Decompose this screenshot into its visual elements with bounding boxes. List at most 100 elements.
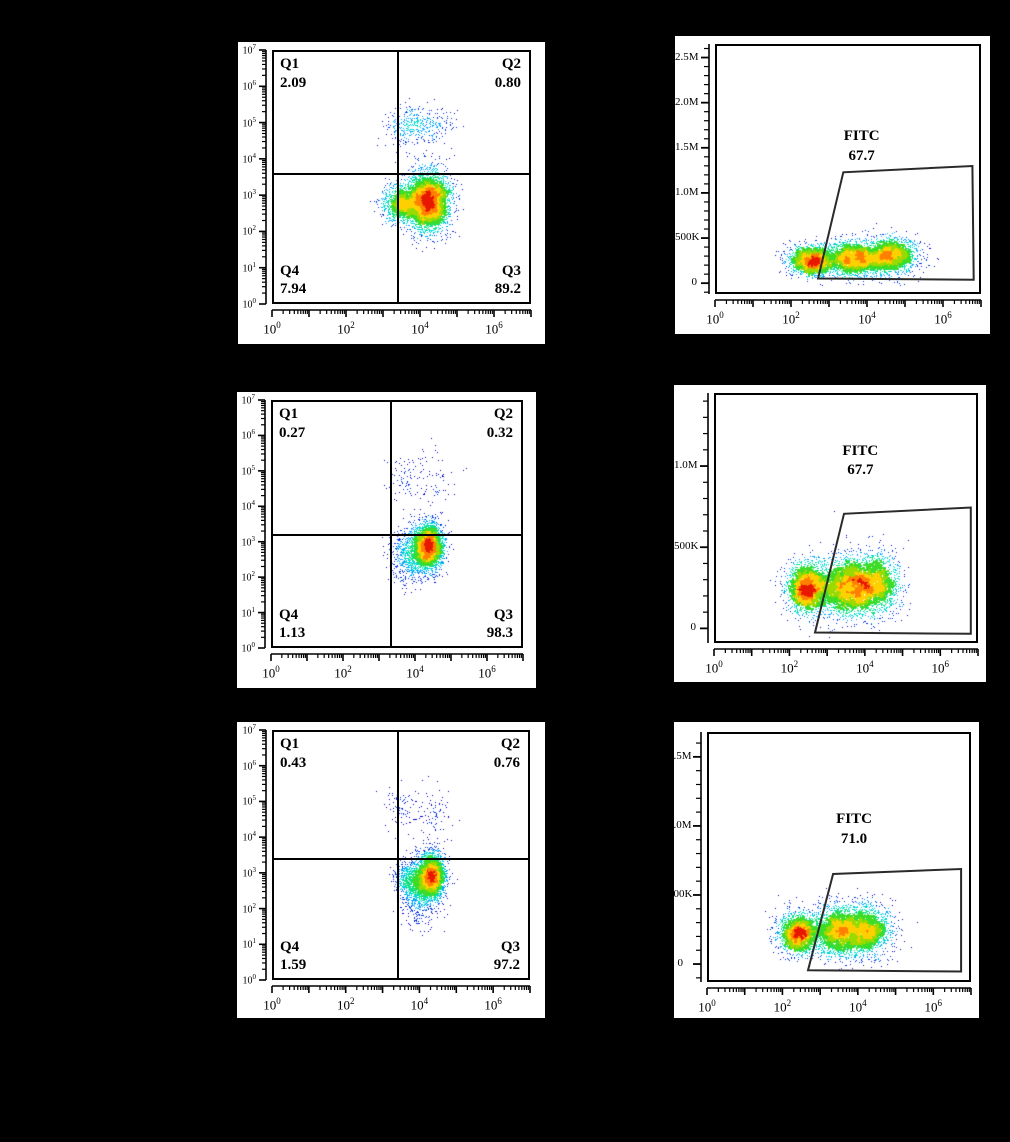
density-scatter-canvas <box>716 395 976 641</box>
y-tick-label: 102 <box>242 224 257 238</box>
density-scatter-canvas <box>273 402 521 646</box>
y-tick-label: 104 <box>242 151 257 166</box>
quadrant-q3-name: Q3 <box>501 262 521 279</box>
density-scatter-canvas <box>709 734 969 980</box>
quadrant-q2-value: 0.76 <box>493 754 520 771</box>
quadrant-q3-value: 89.2 <box>494 281 521 298</box>
x-tick-label: 102 <box>337 320 355 337</box>
x-tick-label: 104 <box>411 320 429 337</box>
x-tick-label: 102 <box>336 996 355 1013</box>
x-tick-label: 104 <box>856 659 874 676</box>
panel-row1-quadrant: Q1 2.09 Q2 0.80 Q4 7.94 Q3 89.2 100 102 10… <box>238 42 545 344</box>
y-tick-label: 101 <box>241 605 256 619</box>
quadrant-label-q1: Q1 2.09 <box>280 55 306 93</box>
plot-area-row2-gate[interactable]: FITC 67.7 <box>714 393 978 643</box>
gate-label-row1: FITC 67.7 <box>844 127 880 166</box>
quadrant-q4-value: 1.13 <box>279 625 306 642</box>
x-tick-label: 106 <box>924 998 943 1015</box>
gate-name: FITC <box>836 811 872 828</box>
quadrant-q3-value: 97.2 <box>493 957 520 974</box>
x-tick-label: 104 <box>858 310 876 327</box>
x-tick-label: 102 <box>334 664 352 681</box>
y-tick-label: 0 <box>690 621 697 634</box>
x-tick-label: 100 <box>263 320 281 337</box>
panel-row3-quadrant: Q1 0.43 Q2 0.76 Q4 1.59 Q3 97.2 100 102 10… <box>237 722 545 1018</box>
quadrant-q4-name: Q4 <box>280 262 300 279</box>
quadrant-divider-horizontal <box>274 858 528 860</box>
y-tick-label: 1.5M <box>675 140 699 153</box>
x-tick-label: 106 <box>484 996 502 1013</box>
quadrant-label-q4: Q4 1.13 <box>279 606 305 644</box>
quadrant-label-q3: Q3 97.2 <box>494 938 520 976</box>
x-tick-label: 104 <box>410 996 429 1013</box>
y-tick-label: 103 <box>241 534 256 549</box>
y-tick-label: 103 <box>242 188 257 202</box>
quadrant-q4-value: 7.94 <box>280 281 307 298</box>
quadrant-q1-name: Q1 <box>280 56 300 72</box>
quadrant-label-q3: Q3 89.2 <box>495 262 521 300</box>
y-tick-label: 0 <box>677 957 684 970</box>
quadrant-q2-value: 0.80 <box>494 74 521 91</box>
panel-row1-gate: FITC 67.7 100 102 104 106 0 500K 1.0M 1.5M 2.0M 2… <box>675 36 990 334</box>
y-tick-label: 107 <box>242 723 257 737</box>
y-tick-label: 103 <box>242 865 257 880</box>
quadrant-q1-value: 0.43 <box>280 754 307 771</box>
quadrant-label-q2: Q2 0.76 <box>494 735 520 773</box>
x-tick-label: 106 <box>934 310 952 327</box>
quadrant-divider-vertical <box>390 402 392 646</box>
x-tick-label: 100 <box>263 996 281 1013</box>
panel-row2-gate: FITC 67.7 100 102 104 106 0 500K 1.0M <box>674 385 986 682</box>
quadrant-q3-value: 98.3 <box>486 625 513 642</box>
y-tick-label: 104 <box>242 830 257 844</box>
quadrant-q4-name: Q4 <box>280 938 300 955</box>
x-tick-label: 104 <box>406 664 424 681</box>
y-tick-label: 104 <box>241 499 256 513</box>
quadrant-label-q3: Q3 98.3 <box>487 606 513 644</box>
x-tick-label: 106 <box>485 320 503 337</box>
quadrant-label-q2: Q2 0.32 <box>487 405 513 443</box>
gate-value: 71.0 <box>840 830 868 847</box>
y-tick-label: 107 <box>242 43 257 57</box>
quadrant-q2-name: Q2 <box>501 56 521 72</box>
y-tick-label: 106 <box>242 79 257 93</box>
plot-area-row3-gate[interactable]: FITC 71.0 <box>707 732 971 982</box>
gate-value: 67.7 <box>847 462 874 479</box>
plot-area-row1-quadrant[interactable]: Q1 2.09 Q2 0.80 Q4 7.94 Q3 89.2 <box>272 50 531 304</box>
y-tick-label: 100 <box>241 641 256 655</box>
y-tick-label: 0 <box>691 276 698 289</box>
y-tick-label: 500K <box>674 540 699 553</box>
plot-area-row2-quadrant[interactable]: Q1 0.27 Q2 0.32 Q4 1.13 Q3 98.3 <box>271 400 523 648</box>
plot-area-row3-quadrant[interactable]: Q1 0.43 Q2 0.76 Q4 1.59 Q3 97.2 <box>272 730 530 980</box>
quadrant-q2-value: 0.32 <box>486 424 513 441</box>
x-tick-label: 102 <box>773 998 792 1015</box>
y-tick-label: 100 <box>242 973 257 987</box>
y-tick-label: 105 <box>241 463 256 478</box>
y-tick-label: 100 <box>242 297 257 311</box>
x-tick-label: 100 <box>705 659 723 676</box>
density-scatter-canvas <box>717 46 979 292</box>
y-tick-label: 105 <box>242 794 257 808</box>
y-tick-label: 101 <box>242 260 257 275</box>
gate-name: FITC <box>842 442 879 459</box>
y-tick-label: 107 <box>241 393 256 407</box>
quadrant-q1-value: 0.27 <box>279 424 306 441</box>
panel-row2-quadrant: Q1 0.27 Q2 0.32 Q4 1.13 Q3 98.3 100 102 10… <box>237 392 536 688</box>
panel-row3-gate: FITC 71.0 100 102 104 106 0 500K 1.0M 1.5M <box>668 722 979 1018</box>
x-tick-label: 104 <box>849 998 867 1015</box>
quadrant-label-q4: Q4 7.94 <box>280 262 306 300</box>
quadrant-q1-name: Q1 <box>280 736 300 752</box>
y-tick-label: 2.0M <box>675 95 699 108</box>
gate-label-row3: FITC 71.0 <box>836 810 872 849</box>
plot-area-row1-gate[interactable]: FITC 67.7 <box>715 44 981 294</box>
y-tick-label: 102 <box>242 901 257 915</box>
quadrant-label-q4: Q4 1.59 <box>280 938 306 976</box>
x-tick-label: 100 <box>698 998 716 1015</box>
quadrant-q2-name: Q2 <box>500 736 520 752</box>
quadrant-divider-vertical <box>397 732 399 978</box>
x-tick-label: 102 <box>780 659 799 676</box>
x-tick-label: 102 <box>782 310 800 327</box>
y-tick-label: 1.5M <box>668 749 692 762</box>
gate-name: FITC <box>843 128 880 145</box>
quadrant-q4-value: 1.59 <box>280 957 307 974</box>
gate-label-row2: FITC 67.7 <box>842 442 878 481</box>
